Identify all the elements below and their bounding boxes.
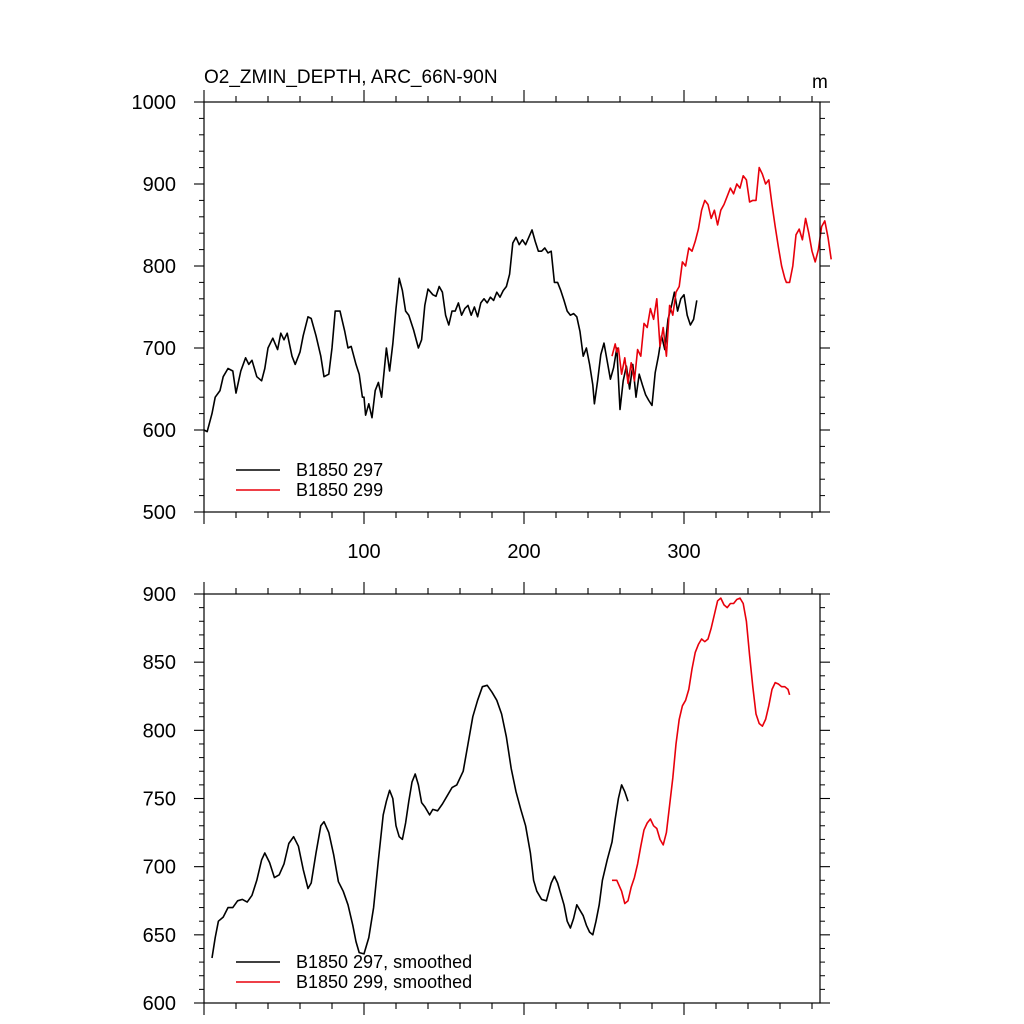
plot-frame <box>203 593 821 1004</box>
legend-label: B1850 297 <box>296 460 383 480</box>
y-tick-label: 700 <box>143 338 176 360</box>
plot-frame <box>203 101 821 513</box>
top-panel: O2_ZMIN_DEPTH, ARC_66N-90N m 500 600 700 80… <box>132 67 832 563</box>
x-tick-label: 200 <box>507 541 540 563</box>
bottom-panel: 600 650 700 750 800 850 900 B1850 297, smoothe… <box>143 582 830 1015</box>
y-tick-label: 800 <box>143 256 176 278</box>
legend-label: B1850 299 <box>296 480 383 500</box>
x-tick-label: 300 <box>667 541 700 563</box>
top-axes: 500 600 700 800 900 1000 100 200 300 <box>132 90 830 563</box>
y-tick-label: 850 <box>143 652 176 674</box>
series-line-0-0 <box>203 229 698 433</box>
y-tick-label: 650 <box>143 925 176 947</box>
x-tick-label: 100 <box>347 541 380 563</box>
y-tick-label: 700 <box>143 857 176 879</box>
y-tick-label: 800 <box>143 720 176 742</box>
units-label: m <box>812 72 828 93</box>
y-tick-label: 750 <box>143 789 176 811</box>
bottom-series-group <box>211 597 791 959</box>
series-line-1-0 <box>211 684 629 959</box>
legend-label: B1850 297, smoothed <box>296 952 472 972</box>
y-tick-label: 600 <box>143 993 176 1015</box>
y-tick-label: 900 <box>143 174 176 196</box>
top-series-group <box>203 166 832 433</box>
bottom-axes: 600 650 700 750 800 850 900 <box>143 582 830 1015</box>
chart-title: O2_ZMIN_DEPTH, ARC_66N-90N <box>204 67 498 88</box>
y-tick-label: 600 <box>143 420 176 442</box>
legend-label: B1850 299, smoothed <box>296 972 472 992</box>
y-tick-label: 500 <box>143 502 176 524</box>
series-line-0-1 <box>611 166 832 385</box>
y-tick-label: 1000 <box>132 92 177 114</box>
series-line-1-1 <box>612 597 791 905</box>
y-tick-label: 900 <box>143 584 176 606</box>
